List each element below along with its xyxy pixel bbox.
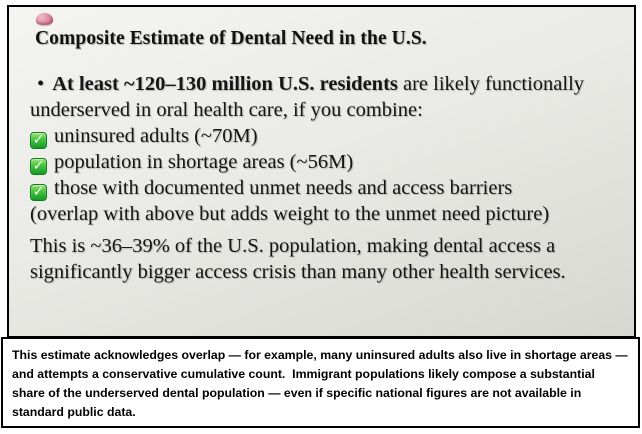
checkmark-icon <box>30 158 47 175</box>
checklist-item-label: those with documented unmet needs and ac… <box>30 177 550 225</box>
checkmark-icon <box>30 184 47 201</box>
slide: Composite Estimate of Dental Need in the… <box>7 5 636 338</box>
lead-paragraph: • At least ~120–130 million U.S. resident… <box>30 71 631 123</box>
presenter-notes-box: This estimate acknowledges overlap — for… <box>1 337 640 428</box>
checklist-item-label: population in shortage areas (~56M) <box>54 151 354 173</box>
summary-paragraph: This is ~36–39% of the U.S. population, … <box>30 235 566 283</box>
checklist-item-shortage-areas: population in shortage areas (~56M) <box>30 149 582 175</box>
lead-rest-text: are likely functionally underserved in o… <box>30 73 585 121</box>
slide-title: Composite Estimate of Dental Need in the… <box>35 28 427 49</box>
brain-icon <box>36 13 53 25</box>
slide-body: • At least ~120–130 million U.S. resident… <box>30 71 631 285</box>
checklist-item-unmet-needs: those with documented unmet needs and ac… <box>30 175 582 227</box>
lead-bold-text: At least ~120–130 million U.S. residents <box>52 73 398 95</box>
checklist-item-uninsured: uninsured adults (~70M) <box>30 123 582 149</box>
checklist-item-label: uninsured adults (~70M) <box>54 125 258 147</box>
bullet-marker: • <box>37 73 45 95</box>
checkmark-icon <box>30 132 47 149</box>
presenter-notes-text: This estimate acknowledges overlap — for… <box>12 348 632 419</box>
